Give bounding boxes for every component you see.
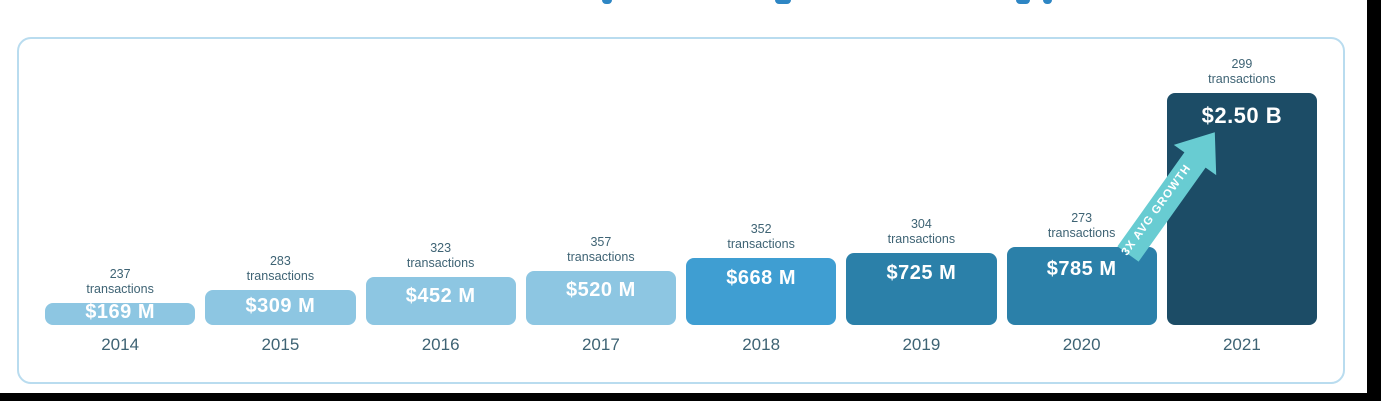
bar-value-label: $520 M <box>566 279 636 301</box>
bar-value-label: $785 M <box>1046 258 1117 280</box>
title-descender-fragment <box>775 0 791 4</box>
bar-2017: $520 M <box>525 271 676 325</box>
chart-column-2021: 299 transactions $2.50 B 2021 <box>1162 39 1322 382</box>
chart-column-2015: 283 transactions $309 M 2015 <box>200 39 360 382</box>
transactions-label: 237 transactions <box>32 267 208 298</box>
transactions-count: 352 <box>750 221 772 236</box>
chart-panel: 237 transactions $169 M 2014 283 transactions… <box>17 37 1345 384</box>
growth-arrow: 3X AVG GROWTH <box>1102 112 1262 282</box>
year-label: 2014 <box>101 335 140 354</box>
bar-chart: 237 transactions $169 M 2014 283 transactions… <box>40 39 1322 382</box>
chart-column-2014: 237 transactions $169 M 2014 <box>40 39 200 382</box>
bar-2014: $169 M <box>45 301 196 325</box>
transactions-word: transactions <box>727 236 795 251</box>
transactions-count: 273 <box>1071 210 1093 225</box>
bar-2019: $725 M <box>846 253 997 325</box>
chart-column-2020: 273 transactions $785 M 2020 <box>1002 39 1162 382</box>
transactions-count: 357 <box>590 234 612 249</box>
growth-arrow-shape <box>1117 132 1217 262</box>
transactions-count: 283 <box>269 253 291 268</box>
bar-2016: $452 M <box>365 277 516 325</box>
title-descender-fragment <box>1016 0 1030 4</box>
chart-column-2018: 352 transactions $668 M 2018 <box>681 39 841 382</box>
chart-column-2019: 304 transactions $725 M 2019 <box>841 39 1001 382</box>
transactions-word: transactions <box>406 255 475 270</box>
year-label: 2015 <box>261 335 300 354</box>
bar-value-label: $2.50 B <box>1201 103 1283 128</box>
transactions-word: transactions <box>1208 71 1276 86</box>
transactions-label: 357 transactions <box>513 235 689 266</box>
bar-2018: $668 M <box>686 258 837 325</box>
bar-2015: $309 M <box>205 290 356 325</box>
bar-value-label: $725 M <box>886 262 957 284</box>
transactions-count: 299 <box>1231 56 1253 71</box>
chart-column-2016: 323 transactions $452 M 2016 <box>361 39 521 382</box>
transactions-count: 323 <box>430 240 452 255</box>
year-label: 2020 <box>1062 335 1101 354</box>
year-label: 2019 <box>902 335 941 354</box>
chart-column-2017: 357 transactions $520 M 2017 <box>521 39 681 382</box>
bar-2020: $785 M <box>1006 247 1157 325</box>
transactions-word: transactions <box>246 268 315 283</box>
growth-arrow-label: 3X AVG GROWTH <box>1120 162 1194 258</box>
transactions-word: transactions <box>567 249 635 264</box>
bar-value-label: $668 M <box>726 267 796 289</box>
bar-value-label: $452 M <box>405 285 476 307</box>
transactions-label: 283 transactions <box>192 254 368 285</box>
page-background: 237 transactions $169 M 2014 283 transactions… <box>0 0 1367 393</box>
transactions-label: 304 transactions <box>833 217 1009 248</box>
transactions-word: transactions <box>1047 225 1116 240</box>
year-label: 2018 <box>742 335 781 354</box>
transactions-label: 352 transactions <box>673 222 849 253</box>
transactions-word: transactions <box>887 231 956 246</box>
title-descender-fragment <box>602 0 612 4</box>
bar-value-label: $169 M <box>85 301 155 323</box>
year-label: 2017 <box>581 335 620 354</box>
bar-2021: $2.50 B <box>1166 93 1317 325</box>
year-label: 2016 <box>421 335 460 354</box>
title-descender-fragment <box>1043 0 1052 4</box>
transactions-label: 323 transactions <box>353 241 529 272</box>
transactions-label: 273 transactions <box>994 211 1170 242</box>
year-label: 2021 <box>1222 335 1261 354</box>
transactions-label: 299 transactions <box>1154 57 1330 88</box>
transactions-count: 237 <box>109 266 131 281</box>
bar-value-label: $309 M <box>245 295 316 317</box>
transactions-word: transactions <box>86 281 154 296</box>
transactions-count: 304 <box>910 216 932 231</box>
